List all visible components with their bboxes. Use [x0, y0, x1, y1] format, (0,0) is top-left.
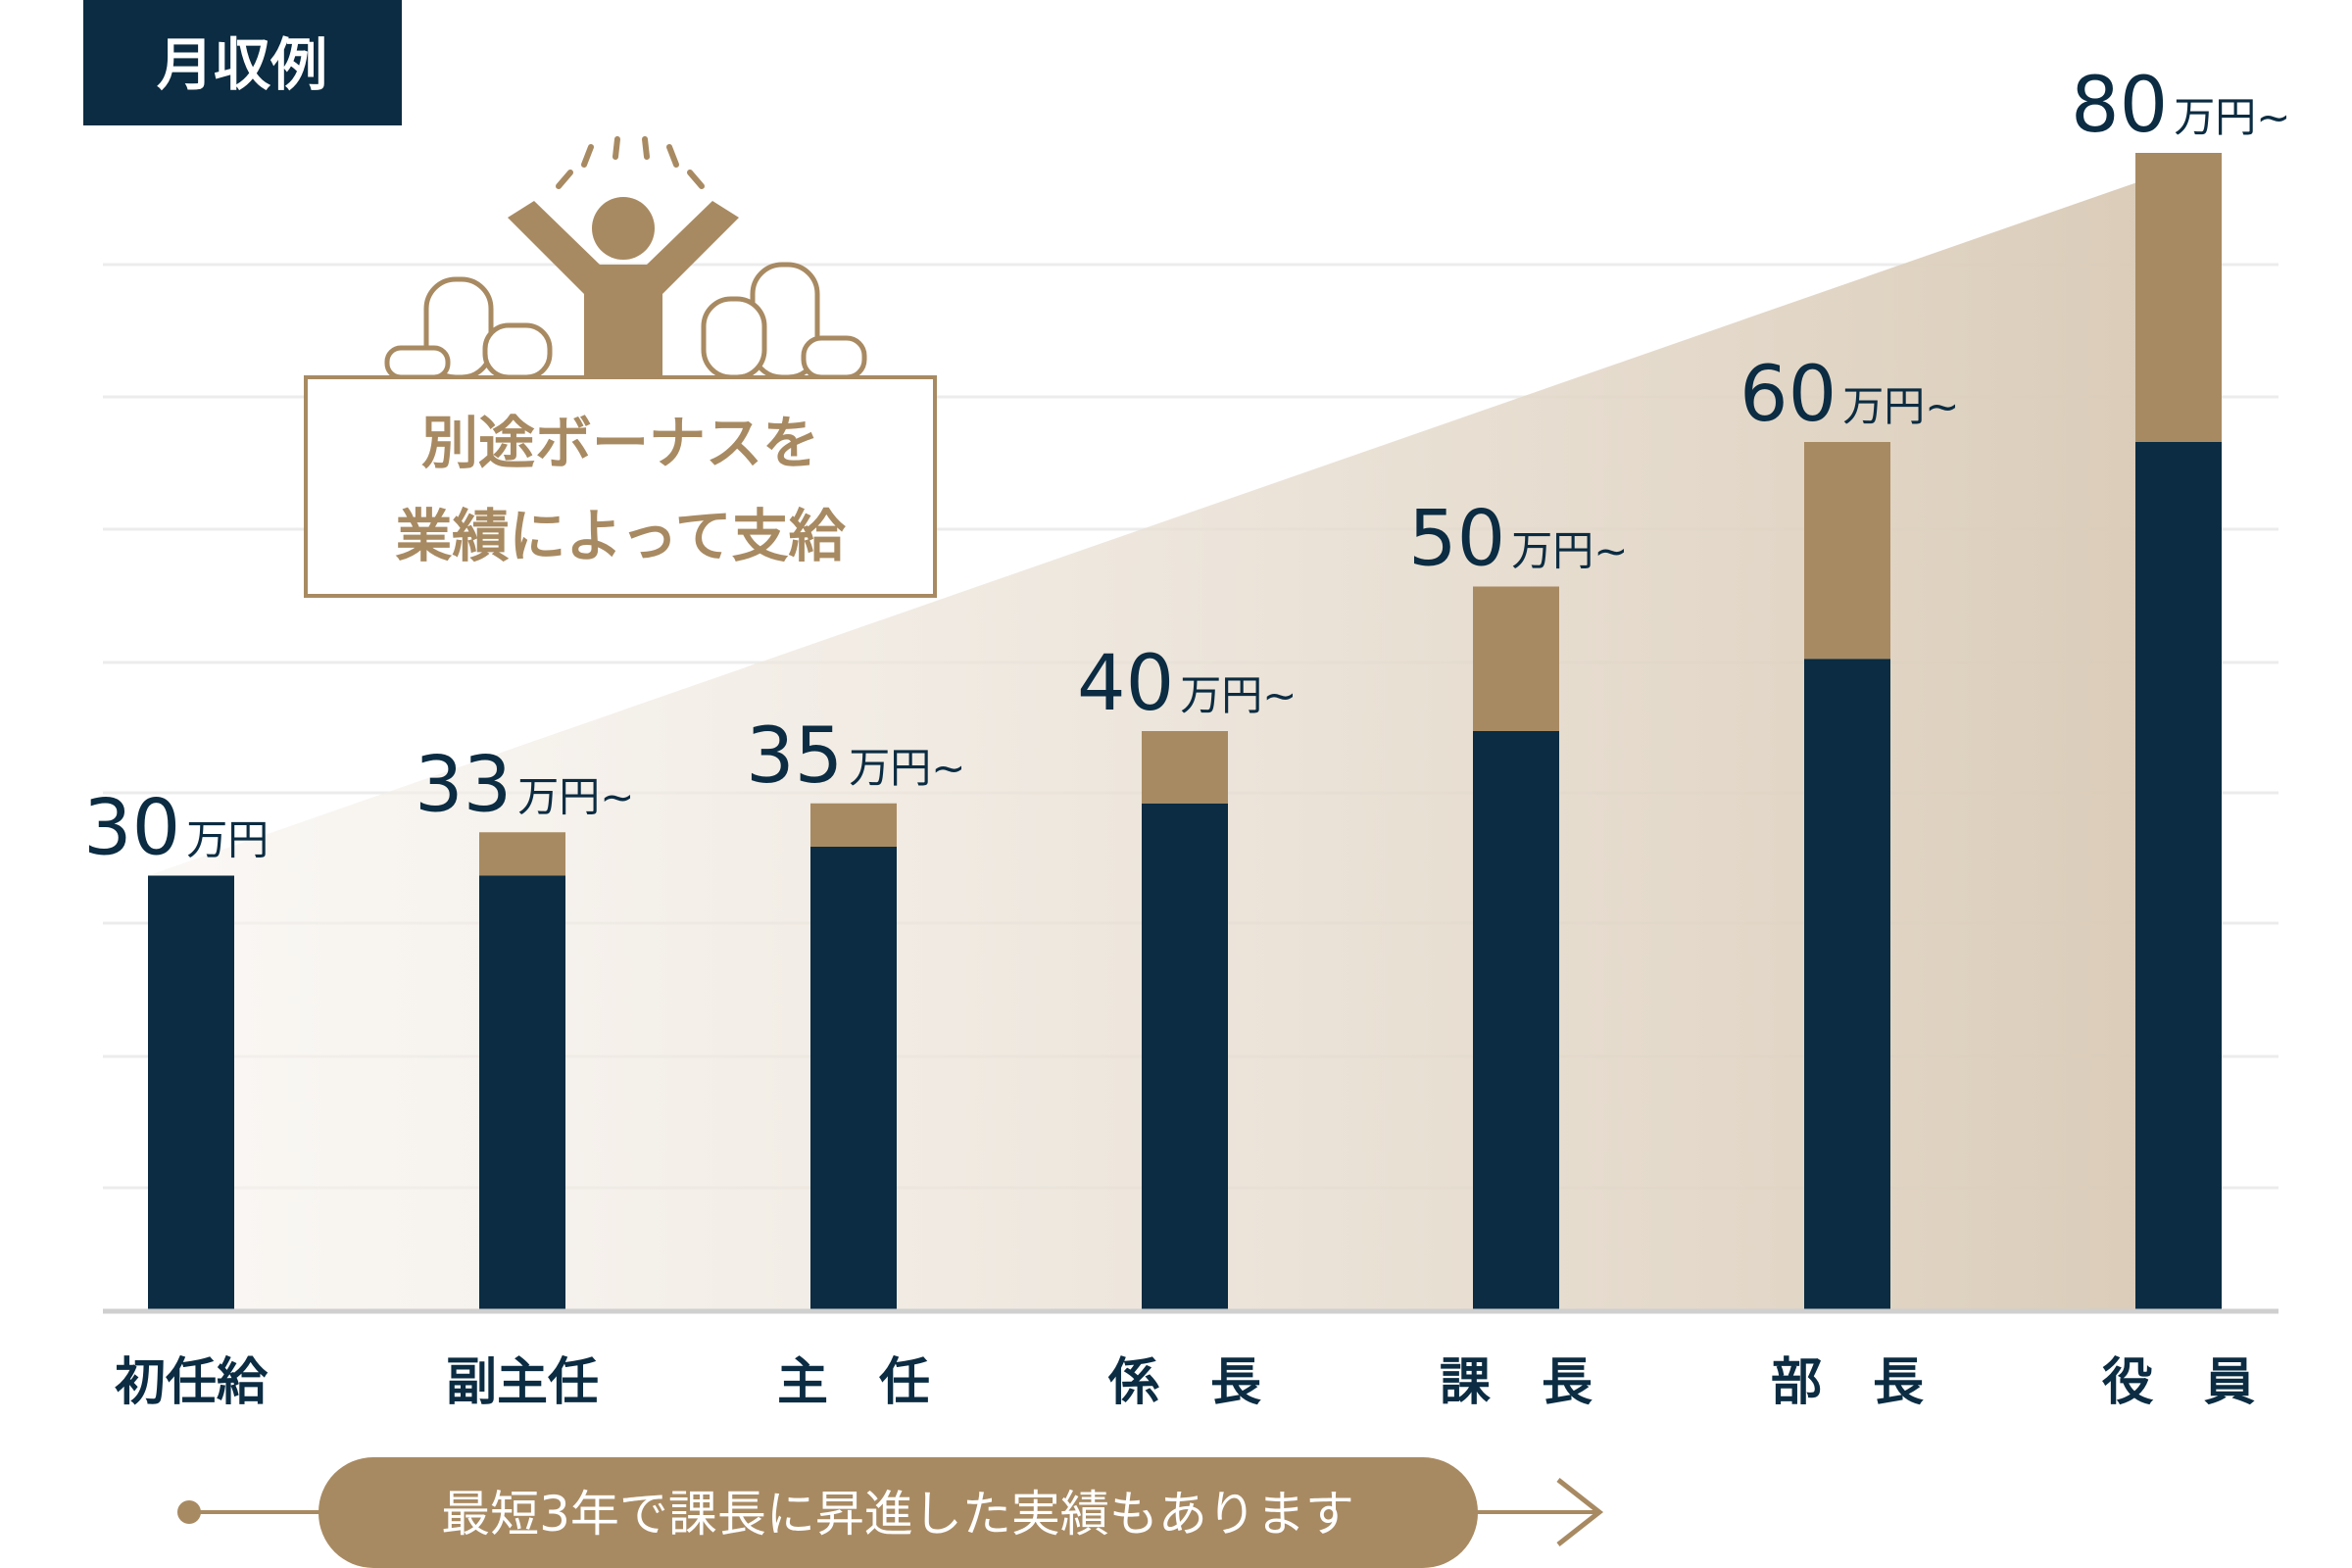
bar-segment — [2135, 442, 2222, 1309]
value-label: 35 万円~ — [746, 712, 965, 801]
person-body — [508, 201, 739, 377]
value-label: 60 万円~ — [1740, 351, 1959, 439]
bar-segment — [479, 875, 565, 1309]
ray — [666, 144, 679, 168]
coin-stack — [384, 345, 451, 380]
footer-text: 最短3年で課長に昇進した実績もあります — [441, 1486, 1354, 1543]
bar-segment — [479, 832, 565, 876]
bar-segment — [2135, 153, 2222, 442]
value-unit: 万円~ — [517, 772, 634, 820]
ray — [642, 136, 650, 160]
bonus-text: 別途ボーナスを — [421, 410, 819, 476]
footer-arrowhead — [1556, 1478, 1604, 1546]
coins — [384, 262, 867, 380]
bar-segment — [1142, 803, 1228, 1309]
bar-segment — [148, 875, 234, 1309]
value-unit: 万円~ — [849, 744, 965, 792]
coin-stack — [701, 296, 767, 380]
ray — [612, 136, 620, 160]
bonus-text: 業績によって支給 — [395, 503, 846, 569]
bar-segment — [810, 847, 897, 1309]
value-label: 80 万円~ — [2071, 62, 2290, 150]
x-tick-label: 役 員 — [2102, 1353, 2255, 1412]
bar-segment — [1473, 731, 1559, 1309]
rays — [556, 136, 705, 189]
value-label: 40 万円~ — [1077, 640, 1297, 728]
x-tick-label: 副主任 — [446, 1353, 599, 1412]
value-label: 33 万円~ — [415, 741, 634, 829]
bars — [148, 153, 2222, 1309]
value-number: 80 — [2071, 62, 2168, 150]
x-tick-label: 初任給 — [115, 1353, 269, 1412]
ray — [687, 170, 705, 189]
x-tick-label: 主 任 — [777, 1353, 930, 1412]
coin-stack — [482, 322, 553, 380]
badge-text: 月収例 — [157, 31, 327, 98]
value-number: 30 — [83, 785, 180, 873]
bar-segment — [810, 803, 897, 847]
value-number: 33 — [415, 741, 512, 829]
bar-segment — [1142, 731, 1228, 804]
x-tick-label: 課 長 — [1440, 1353, 1592, 1412]
ray — [581, 144, 594, 168]
ray — [556, 170, 573, 189]
bonus-illustration — [384, 136, 867, 380]
person-head — [592, 197, 655, 260]
badge — [83, 0, 402, 125]
value-unit: 万円~ — [1180, 671, 1297, 719]
value-unit: 万円~ — [1511, 527, 1628, 575]
coin-stack — [801, 335, 867, 380]
bar-segment — [1473, 586, 1559, 731]
value-label: 30 万円 — [83, 785, 269, 873]
bonus-box — [304, 375, 937, 598]
x-tick-label: 係 長 — [1107, 1353, 1261, 1412]
bar-segment — [1804, 659, 1890, 1309]
value-number: 35 — [746, 712, 843, 801]
footer-pill — [318, 1457, 1478, 1568]
x-tick-label: 部 長 — [1771, 1353, 1924, 1412]
value-number: 50 — [1408, 496, 1505, 584]
value-unit: 万円~ — [2174, 93, 2290, 141]
value-label: 50 万円~ — [1408, 496, 1628, 584]
footer-dot — [177, 1500, 201, 1524]
value-unit: 万円 — [186, 816, 269, 864]
bar-segment — [1804, 442, 1890, 660]
value-unit: 万円~ — [1842, 382, 1959, 430]
value-number: 40 — [1077, 640, 1174, 728]
value-number: 60 — [1740, 351, 1837, 439]
